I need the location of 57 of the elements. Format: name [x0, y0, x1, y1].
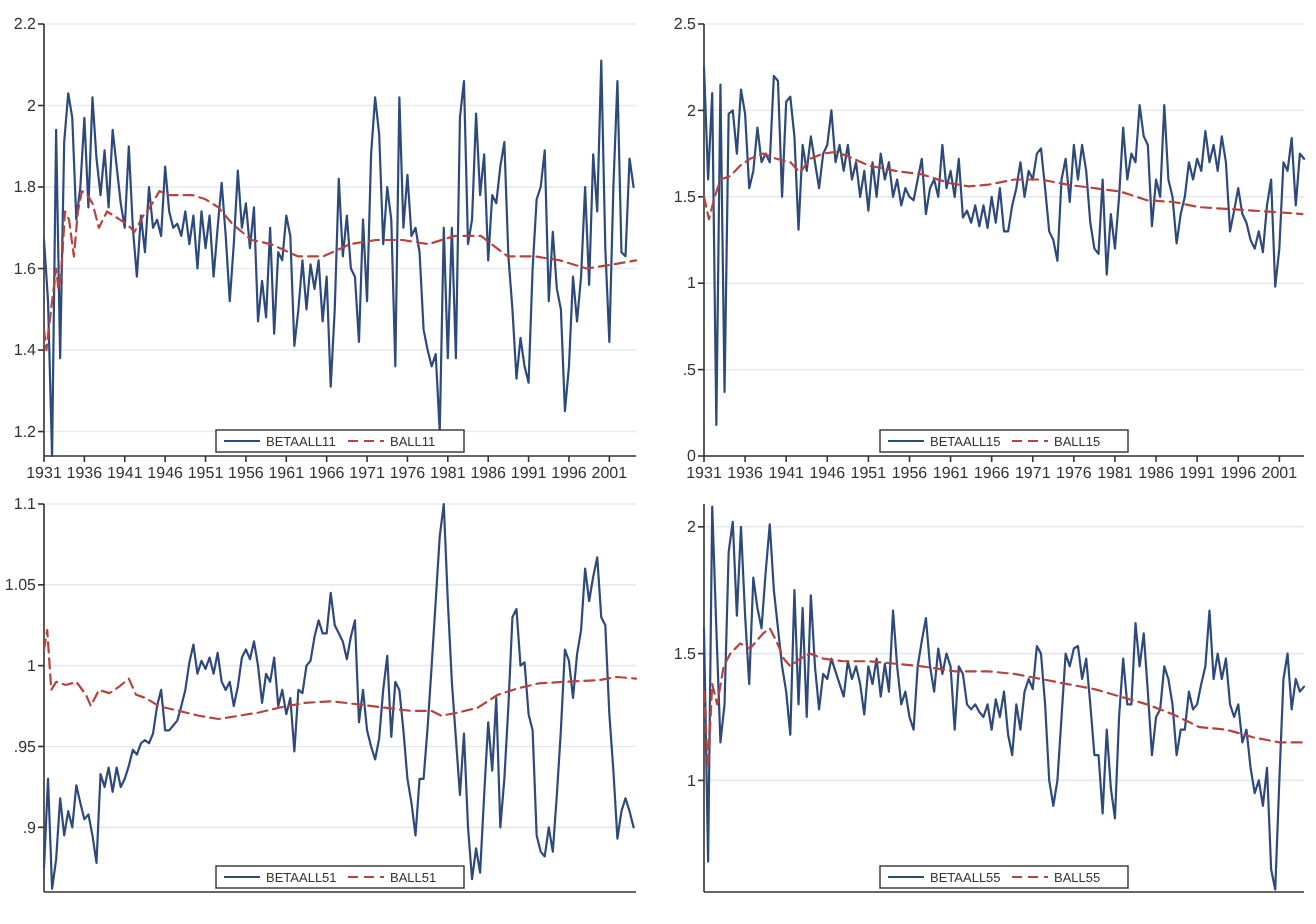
x-tick-label: 1996 — [1220, 464, 1258, 482]
x-tick-label: 1946 — [809, 464, 847, 482]
line-series — [702, 150, 1304, 221]
y-tick-label: 2.2 — [13, 15, 38, 34]
y-tick-label: 1 — [27, 656, 38, 675]
y-tick-label: 1.2 — [13, 422, 38, 441]
x-tick-label: 1931 — [26, 464, 63, 482]
y-tick-label: 1 — [687, 274, 698, 293]
y-tick-label: 2 — [27, 96, 38, 115]
x-tick-label: 1936 — [727, 464, 764, 482]
x-tick-label: 1961 — [932, 464, 970, 482]
x-tick-label: 1951 — [187, 464, 225, 482]
x-tick-label: 1971 — [1014, 464, 1052, 482]
x-tick-label: 1951 — [850, 464, 888, 482]
y-tick-label: 1.8 — [13, 178, 38, 197]
x-tick-label: 2001 — [1261, 464, 1299, 482]
line-series — [702, 627, 1304, 769]
y-tick-label: 1 — [687, 771, 698, 790]
x-tick-label: 1956 — [891, 464, 929, 482]
x-tick-label: 1986 — [470, 464, 508, 482]
line-series — [702, 505, 1306, 891]
x-tick-label: 2001 — [591, 464, 629, 482]
x-tick-label: 1956 — [228, 464, 265, 482]
y-tick-label: .95 — [13, 737, 38, 756]
x-tick-label: 1936 — [66, 464, 104, 482]
y-tick-label: 1.1 — [13, 495, 38, 514]
y-tick-label: .5 — [682, 360, 698, 379]
x-tick-label: 1941 — [768, 464, 806, 482]
y-tick-label: 1.5 — [673, 188, 698, 207]
x-tick-label: 1986 — [1138, 464, 1175, 482]
line-series — [42, 629, 638, 721]
y-tick-label: 0 — [687, 447, 698, 466]
y-tick-label: 1.05 — [4, 576, 38, 595]
x-tick-label: 1991 — [510, 464, 548, 482]
x-tick-label: 1961 — [268, 464, 306, 482]
y-tick-label: 2 — [687, 101, 698, 120]
x-tick-label: 1976 — [389, 464, 427, 482]
y-tick-label: 1.5 — [673, 644, 698, 663]
line-series — [702, 66, 1306, 426]
x-tick-label: 1971 — [349, 464, 386, 482]
x-tick-label: 1981 — [1097, 464, 1134, 482]
x-tick-label: 1991 — [1179, 464, 1217, 482]
line-series — [42, 502, 635, 890]
x-tick-label: 1996 — [551, 464, 588, 482]
x-tick-label: 1931 — [686, 464, 723, 482]
y-tick-label: 1.4 — [13, 341, 38, 360]
line-series — [42, 189, 638, 352]
y-tick-label: 2 — [687, 518, 698, 537]
x-tick-label: 1981 — [430, 464, 467, 482]
x-tick-label: 1976 — [1056, 464, 1093, 482]
x-tick-label: 1941 — [106, 464, 144, 482]
x-tick-label: 1946 — [147, 464, 185, 482]
y-tick-label: .9 — [22, 818, 38, 837]
y-tick-label: 1.6 — [13, 259, 38, 278]
x-tick-label: 1966 — [973, 464, 1011, 482]
y-tick-label: 2.5 — [673, 15, 698, 34]
x-tick-label: 1966 — [308, 464, 346, 482]
